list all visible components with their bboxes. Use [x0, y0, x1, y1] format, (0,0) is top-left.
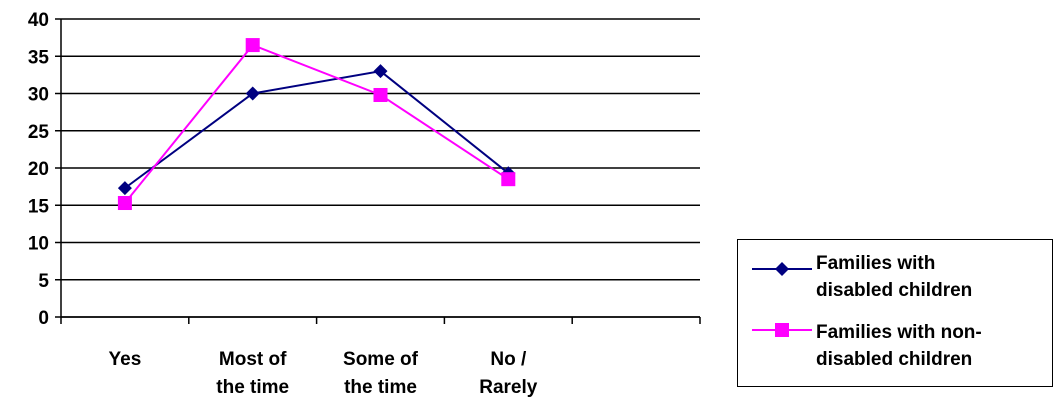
x-tick-label: No / Rarely [479, 349, 538, 398]
y-tick-label: 10 [28, 234, 49, 255]
square-marker-icon [775, 323, 789, 337]
data-point-diamond [373, 64, 388, 79]
gridlines [61, 18, 700, 318]
legend-label: Families with disabled children [816, 253, 973, 301]
y-tick-label: 20 [28, 159, 49, 180]
x-axis-ticks: Yes Most of the time Some of the time No / Rar… [60, 317, 701, 398]
data-point-diamond [117, 181, 132, 196]
x-tick-label: Most of the time [216, 349, 289, 398]
y-tick-label: 15 [28, 196, 50, 217]
data-point-square [501, 172, 516, 187]
diamond-marker-icon [775, 262, 789, 276]
y-tick-label: 40 [28, 10, 49, 31]
legend-key-diamond-icon [752, 262, 812, 276]
y-tick-label: 0 [38, 308, 49, 329]
data-point-square [373, 87, 388, 102]
series-lines [124, 43, 509, 204]
y-tick-label: 30 [28, 85, 49, 106]
series-line [124, 43, 509, 204]
data-point-square [245, 38, 260, 53]
y-axis-ticks: 0 5 10 15 20 25 30 35 40 [28, 10, 61, 329]
data-point-diamond [245, 86, 260, 101]
legend-label: Families with non- disabled children [816, 322, 982, 370]
data-point-square [117, 196, 132, 211]
legend-key-square-icon [752, 323, 812, 337]
chart-legend: Families with disabled children Families… [737, 239, 1053, 387]
x-tick-label: Some of the time [343, 349, 419, 398]
y-tick-label: 5 [38, 271, 49, 292]
y-tick-label: 25 [28, 122, 50, 143]
x-tick-label: Yes [109, 349, 142, 370]
series-line [124, 70, 509, 189]
y-tick-label: 35 [28, 47, 50, 68]
series-markers [117, 38, 516, 211]
